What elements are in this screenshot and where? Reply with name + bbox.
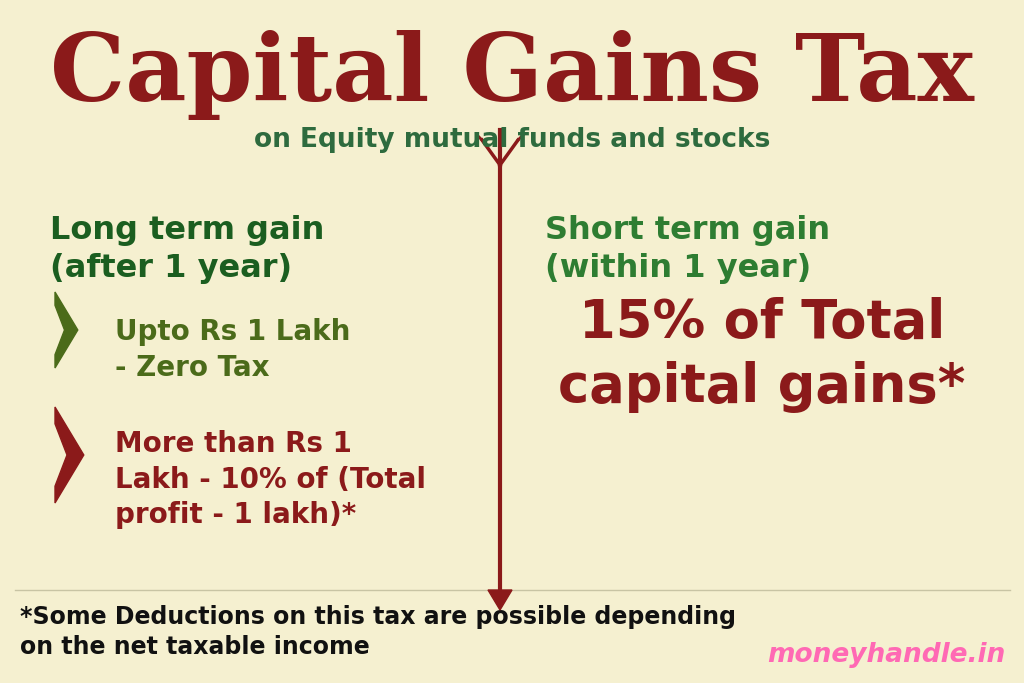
Text: Long term gain
(after 1 year): Long term gain (after 1 year) bbox=[50, 215, 325, 284]
Text: Capital Gains Tax: Capital Gains Tax bbox=[50, 30, 974, 120]
Polygon shape bbox=[488, 590, 512, 610]
Text: More than Rs 1
Lakh - 10% of (Total
profit - 1 lakh)*: More than Rs 1 Lakh - 10% of (Total prof… bbox=[115, 430, 426, 529]
Text: 15% of Total
capital gains*: 15% of Total capital gains* bbox=[558, 297, 966, 413]
Text: *Some Deductions on this tax are possible depending
on the net taxable income: *Some Deductions on this tax are possibl… bbox=[20, 605, 736, 658]
Text: Short term gain
(within 1 year): Short term gain (within 1 year) bbox=[545, 215, 830, 284]
Polygon shape bbox=[55, 292, 78, 368]
Polygon shape bbox=[55, 407, 84, 503]
Text: on Equity mutual funds and stocks: on Equity mutual funds and stocks bbox=[254, 127, 770, 153]
Text: Upto Rs 1 Lakh
- Zero Tax: Upto Rs 1 Lakh - Zero Tax bbox=[115, 318, 350, 382]
Text: moneyhandle.in: moneyhandle.in bbox=[767, 642, 1005, 668]
